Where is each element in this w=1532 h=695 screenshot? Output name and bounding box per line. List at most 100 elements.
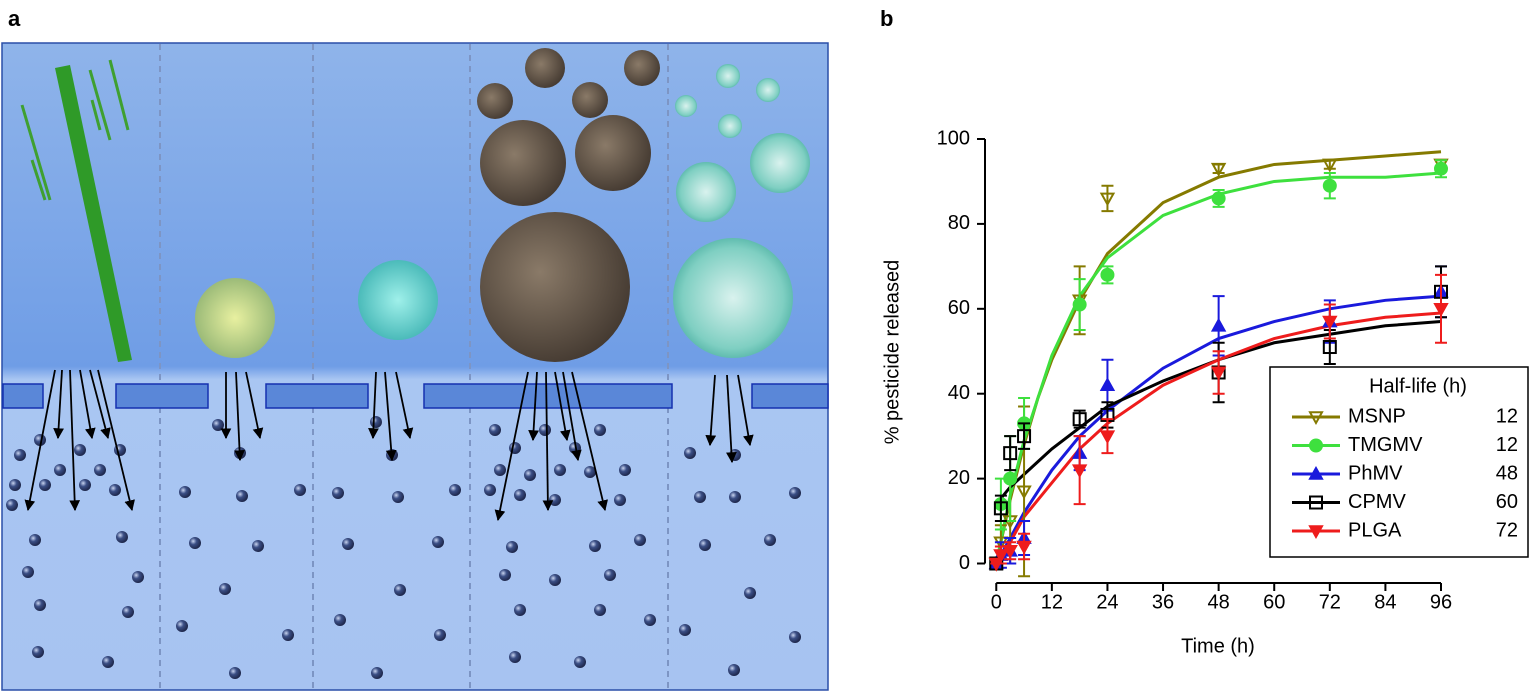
arrow	[705, 374, 717, 447]
panel-label: a	[8, 6, 21, 31]
marker	[993, 549, 1009, 564]
marker	[1003, 471, 1018, 486]
arrow	[234, 371, 245, 462]
particle	[9, 479, 21, 491]
particle	[494, 464, 506, 476]
error-bar	[1101, 184, 1114, 213]
arrow	[368, 371, 379, 440]
marker	[1072, 412, 1087, 427]
marker	[1210, 317, 1227, 332]
particle	[294, 484, 306, 496]
panel-label: b	[880, 6, 893, 31]
particle	[14, 449, 26, 461]
particle	[509, 442, 521, 454]
particle	[509, 651, 521, 663]
arrow	[554, 371, 571, 442]
error-bar	[1018, 422, 1031, 450]
marker	[1017, 429, 1032, 444]
particle	[109, 484, 121, 496]
particle	[684, 447, 696, 459]
arrow	[245, 371, 264, 440]
particle	[342, 538, 354, 550]
particle	[116, 531, 128, 543]
legend-half-life: 60	[1496, 491, 1518, 513]
particle	[524, 469, 536, 481]
particle	[282, 629, 294, 641]
particle	[574, 656, 586, 668]
y-tick-label: 20	[948, 467, 970, 489]
particle	[514, 604, 526, 616]
arrow	[384, 371, 397, 462]
particle	[394, 584, 406, 596]
particle	[594, 424, 606, 436]
particle	[54, 464, 66, 476]
y-tick-label: 100	[937, 127, 970, 149]
marker	[1308, 465, 1324, 480]
x-tick-label: 24	[1096, 591, 1118, 613]
particle	[179, 486, 191, 498]
marker	[1433, 303, 1449, 317]
marker	[1016, 540, 1032, 555]
arrow	[97, 369, 135, 512]
marker	[1309, 495, 1323, 510]
particle	[22, 566, 34, 578]
marker	[1002, 544, 1018, 559]
particle	[514, 489, 526, 501]
particle	[370, 416, 382, 428]
particle	[506, 541, 518, 553]
marker	[1322, 158, 1338, 173]
particle	[34, 599, 46, 611]
particle	[554, 464, 566, 476]
particle	[499, 569, 511, 581]
particle	[789, 487, 801, 499]
particle	[132, 571, 144, 583]
particle	[252, 540, 264, 552]
particle	[539, 424, 551, 436]
particle	[484, 484, 496, 496]
particle	[236, 490, 248, 502]
particle	[634, 534, 646, 546]
x-tick-label: 60	[1263, 591, 1285, 613]
arrow	[53, 369, 64, 440]
x-tick-label: 48	[1208, 591, 1230, 613]
arrow	[395, 371, 414, 440]
particle	[549, 494, 561, 506]
illustration	[1, 42, 829, 691]
particle	[644, 614, 656, 626]
arrow	[542, 371, 554, 512]
particle	[728, 664, 740, 676]
marker	[1308, 411, 1324, 426]
legend-half-life: 72	[1496, 519, 1518, 541]
legend-half-life: 12	[1496, 434, 1518, 456]
particle	[334, 614, 346, 626]
particle	[694, 491, 706, 503]
marker	[1071, 464, 1088, 479]
y-tick-label: 80	[948, 212, 970, 234]
y-axis-title: % pesticide released	[881, 260, 903, 445]
particle	[619, 464, 631, 476]
x-tick-label: 84	[1374, 591, 1396, 613]
particle	[392, 491, 404, 503]
particle	[729, 491, 741, 503]
particle	[449, 484, 461, 496]
legend-title: Half-life (h)	[1369, 375, 1467, 397]
marker	[1322, 340, 1337, 355]
legend-label: TMGMV	[1348, 434, 1423, 456]
particle	[29, 534, 41, 546]
particle	[699, 539, 711, 551]
y-tick-label: 0	[959, 552, 970, 574]
y-tick-label: 40	[948, 382, 970, 404]
particle	[176, 620, 188, 632]
particle	[584, 466, 596, 478]
particle	[614, 494, 626, 506]
particle	[34, 434, 46, 446]
particle	[189, 537, 201, 549]
particle	[79, 479, 91, 491]
marker	[1322, 178, 1337, 193]
particle	[371, 667, 383, 679]
particle	[32, 646, 44, 658]
error-bar	[1004, 435, 1017, 472]
x-tick-label: 36	[1152, 591, 1174, 613]
legend-half-life: 48	[1496, 462, 1518, 484]
